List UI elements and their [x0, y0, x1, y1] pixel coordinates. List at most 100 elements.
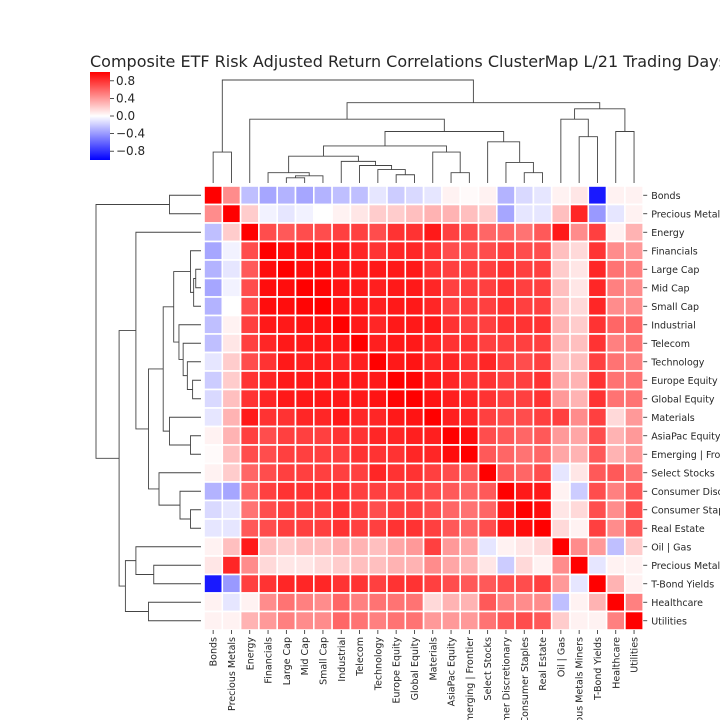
heatmap-cell: [550, 592, 571, 613]
heatmap-cell: [550, 370, 571, 391]
heatmap-cell: [221, 333, 242, 354]
heatmap-cell: [331, 351, 352, 372]
heatmap-cell: [532, 370, 553, 391]
heatmap-cell: [294, 518, 315, 539]
heatmap-cell: [349, 388, 370, 409]
row-label-precious-metals: Precious Metals: [651, 209, 720, 220]
heatmap-cell: [258, 333, 278, 354]
column-dendrogram-link: [249, 118, 445, 183]
column-tick-labels: Bonds Precious Metals Energy Financials Larg…: [209, 630, 641, 720]
column-label-technology: Technology: [373, 637, 384, 692]
heatmap-cell: [587, 481, 608, 502]
heatmap-cell: [569, 203, 590, 224]
heatmap-cell: [276, 481, 297, 502]
heatmap-cell: [404, 203, 425, 224]
heatmap-cell: [331, 314, 352, 335]
heatmap-cell: [624, 536, 645, 557]
heatmap-cell: [312, 536, 333, 557]
heatmap-cell: [587, 536, 608, 557]
heatmap-cell: [605, 185, 626, 206]
heatmap-cell: [550, 259, 571, 280]
heatmap-cell: [624, 592, 645, 613]
heatmap-cell: [605, 518, 626, 539]
heatmap-cell: [386, 592, 407, 613]
heatmap-cell: [587, 407, 608, 428]
column-dendrogram-link: [323, 145, 447, 157]
heatmap-cell: [203, 592, 224, 613]
heatmap-cell: [624, 370, 645, 391]
heatmap-cell: [422, 444, 443, 465]
heatmap-cell: [349, 518, 370, 539]
heatmap-cell: [258, 259, 278, 280]
heatmap-cell: [294, 370, 315, 391]
heatmap-cell: [532, 222, 553, 243]
heatmap-cell: [367, 610, 388, 631]
heatmap-cell: [239, 555, 260, 576]
heatmap-cell: [294, 499, 315, 520]
heatmap-cell: [587, 314, 608, 335]
heatmap-cell: [276, 610, 297, 631]
heatmap-cell: [203, 444, 224, 465]
heatmap-cell: [605, 481, 626, 502]
row-dendrogram-link: [169, 416, 201, 446]
heatmap-cell: [331, 333, 352, 354]
heatmap-cell: [221, 277, 242, 298]
heatmap-cell: [367, 314, 388, 335]
column-label-emerging-frontier: Emerging | Frontier: [465, 637, 476, 720]
heatmap-cell: [587, 462, 608, 483]
heatmap-cell: [386, 370, 407, 391]
heatmap-cell: [459, 518, 480, 539]
heatmap-cell: [386, 462, 407, 483]
heatmap-cell: [386, 573, 407, 594]
heatmap-cell: [477, 610, 498, 631]
heatmap-cell: [276, 333, 297, 354]
heatmap-cell: [203, 222, 224, 243]
heatmap-cell: [532, 592, 553, 613]
heatmap-cell: [367, 499, 388, 520]
heatmap-cell: [495, 240, 516, 261]
colorbar-tick-label: −0.4: [116, 127, 145, 141]
column-dendrogram-link: [574, 108, 626, 132]
heatmap-cell: [514, 296, 535, 317]
heatmap-cell: [495, 296, 516, 317]
heatmap-cell: [386, 240, 407, 261]
heatmap-cell: [532, 555, 553, 576]
heatmap-cell: [221, 444, 242, 465]
heatmap-cell: [312, 333, 333, 354]
heatmap-cell: [276, 407, 297, 428]
heatmap-cell: [441, 610, 461, 631]
heatmap-cell: [331, 277, 352, 298]
row-label-large-cap: Large Cap: [651, 265, 699, 276]
heatmap-cell: [477, 277, 498, 298]
heatmap-cell: [349, 536, 370, 557]
heatmap-cell: [367, 277, 388, 298]
heatmap-cell: [605, 536, 626, 557]
heatmap-cell: [441, 555, 461, 576]
heatmap-cell: [331, 407, 352, 428]
heatmap-cell: [605, 222, 626, 243]
heatmap-cell: [605, 240, 626, 261]
heatmap-cell: [422, 388, 443, 409]
heatmap-cell: [294, 240, 315, 261]
heatmap-cell: [459, 333, 480, 354]
heatmap-cell: [550, 333, 571, 354]
row-dendrogram-link: [186, 361, 201, 390]
heatmap-cell: [532, 185, 553, 206]
colorbar-tick-label: −0.8: [116, 144, 145, 158]
heatmap-cell: [349, 610, 370, 631]
heatmap-cell: [312, 388, 333, 409]
heatmap-cell: [495, 222, 516, 243]
row-label-europe-equity: Europe Equity: [651, 376, 718, 387]
heatmap-cell: [404, 296, 425, 317]
heatmap-cell: [239, 573, 260, 594]
heatmap-cell: [422, 314, 443, 335]
heatmap-cell: [550, 314, 571, 335]
heatmap-cell: [624, 314, 645, 335]
heatmap-cell: [258, 444, 278, 465]
heatmap-cell: [532, 481, 553, 502]
column-label-mid-cap: Mid Cap: [300, 637, 311, 675]
column-label-materials: Materials: [428, 637, 439, 681]
heatmap-cell: [422, 610, 443, 631]
heatmap-cell: [441, 573, 461, 594]
heatmap-cell: [605, 499, 626, 520]
